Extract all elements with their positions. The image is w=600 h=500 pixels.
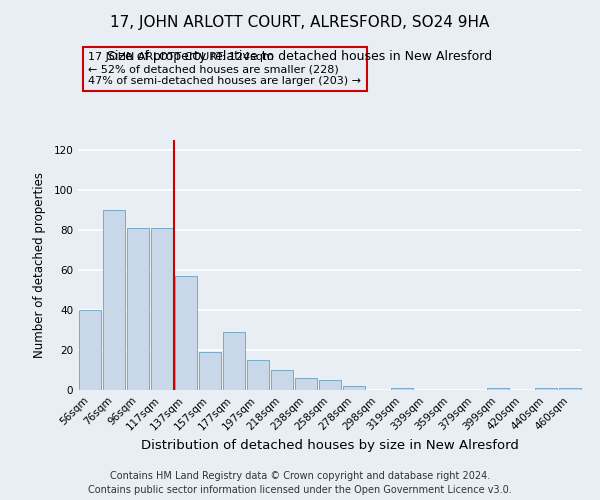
Bar xyxy=(79,310,101,390)
Text: Contains HM Land Registry data © Crown copyright and database right 2024.
Contai: Contains HM Land Registry data © Crown c… xyxy=(88,471,512,495)
Bar xyxy=(199,352,221,390)
Bar xyxy=(487,388,509,390)
Bar xyxy=(103,210,125,390)
Bar xyxy=(151,228,173,390)
Bar xyxy=(127,228,149,390)
Bar xyxy=(271,370,293,390)
Text: 17 JOHN ARLOTT COURT: 124sqm
← 52% of detached houses are smaller (228)
47% of s: 17 JOHN ARLOTT COURT: 124sqm ← 52% of de… xyxy=(88,52,361,86)
Bar xyxy=(535,388,557,390)
Bar xyxy=(175,276,197,390)
Y-axis label: Number of detached properties: Number of detached properties xyxy=(34,172,46,358)
Bar xyxy=(559,388,581,390)
Bar xyxy=(391,388,413,390)
Text: 17, JOHN ARLOTT COURT, ALRESFORD, SO24 9HA: 17, JOHN ARLOTT COURT, ALRESFORD, SO24 9… xyxy=(110,15,490,30)
Text: Size of property relative to detached houses in New Alresford: Size of property relative to detached ho… xyxy=(107,50,493,63)
Bar xyxy=(343,386,365,390)
Bar xyxy=(247,360,269,390)
Bar xyxy=(319,380,341,390)
Bar xyxy=(223,332,245,390)
X-axis label: Distribution of detached houses by size in New Alresford: Distribution of detached houses by size … xyxy=(141,438,519,452)
Bar xyxy=(295,378,317,390)
